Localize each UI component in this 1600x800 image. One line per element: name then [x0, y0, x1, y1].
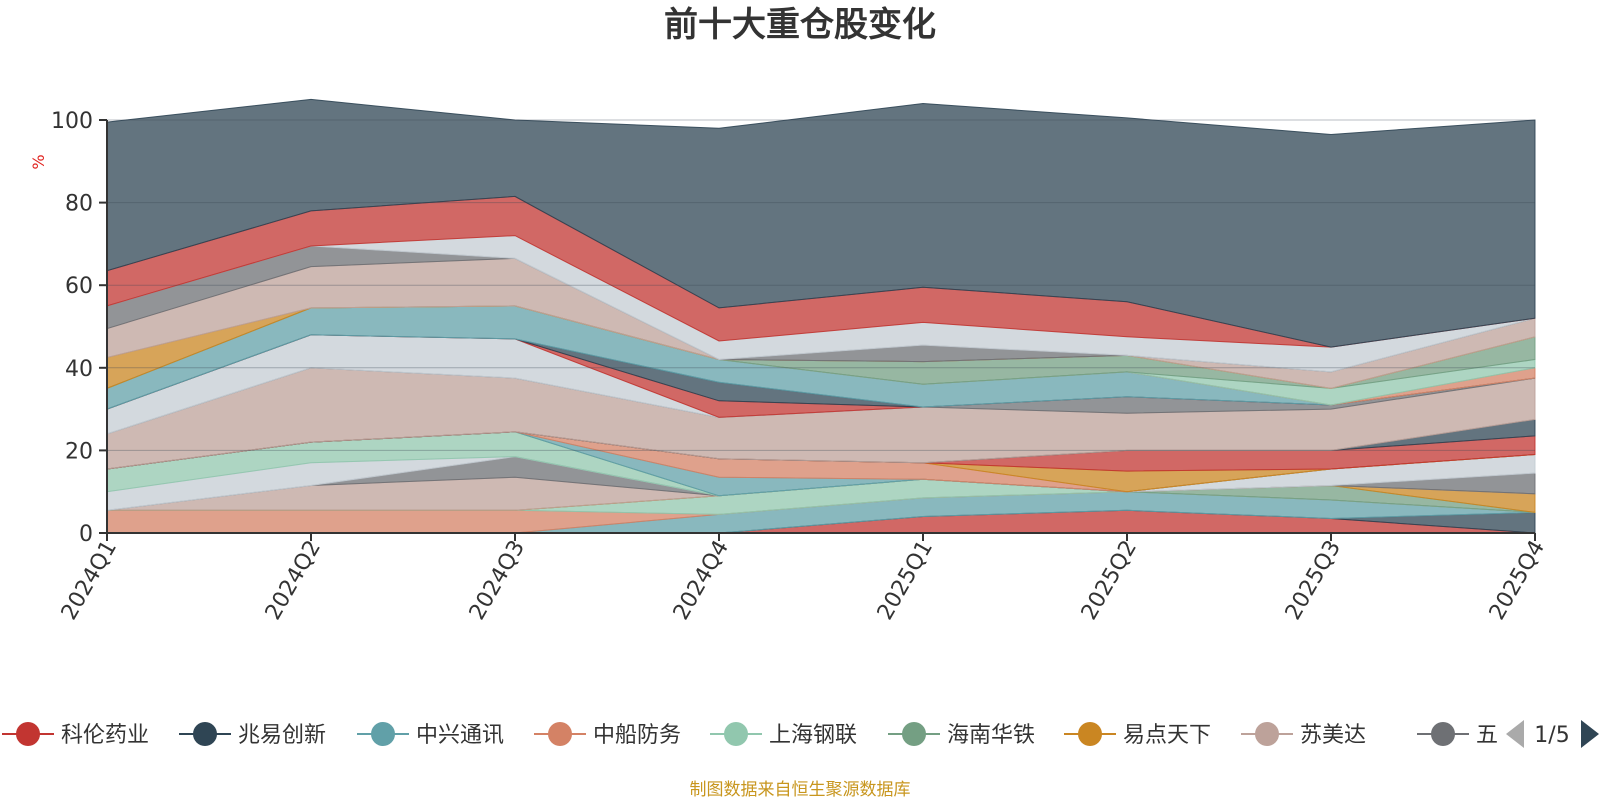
legend-marker	[16, 722, 40, 746]
x-tick-label: 2025Q2	[1077, 536, 1142, 624]
legend-item[interactable]: 中兴通讯	[357, 722, 504, 748]
legend-marker	[1431, 722, 1455, 746]
x-tick-label: 2024Q2	[261, 536, 326, 624]
x-tick-label: 2024Q4	[669, 536, 734, 624]
axes	[106, 120, 1535, 534]
y-tick-label: 0	[79, 522, 93, 547]
legend-item[interactable]: 五	[1417, 722, 1498, 748]
legend-label: 五	[1476, 723, 1498, 748]
y-tick-label: 20	[65, 439, 93, 464]
x-tick-label: 2025Q1	[873, 536, 938, 624]
x-tick-label: 2024Q1	[57, 536, 122, 624]
legend-pager: 1/5	[1506, 720, 1599, 748]
legend-marker	[548, 722, 572, 746]
x-tick-label: 2025Q3	[1281, 536, 1346, 624]
legend-label: 易点天下	[1123, 723, 1211, 748]
legend: 科伦药业 兆易创新 中兴通讯 中船防务 上海钢联 海南华铁 易点天下 苏美达 五	[2, 722, 1498, 748]
area-series-32	[106, 98, 1536, 348]
gridlines	[107, 119, 1535, 451]
legend-marker	[193, 722, 217, 746]
legend-item[interactable]: 兆易创新	[179, 722, 326, 748]
y-tick-label: 60	[65, 274, 93, 299]
x-tick-label: 2024Q3	[465, 536, 530, 624]
legend-label: 苏美达	[1300, 723, 1366, 748]
legend-marker	[371, 722, 395, 746]
legend-label: 海南华铁	[947, 723, 1035, 748]
legend-item[interactable]: 科伦药业	[2, 722, 149, 748]
legend-marker	[1078, 722, 1102, 746]
area-series-group	[106, 98, 1536, 534]
legend-label: 兆易创新	[238, 723, 326, 748]
y-axis-unit-label: %	[29, 154, 48, 169]
y-tick-label: 100	[51, 109, 93, 134]
y-tick-label: 80	[65, 192, 93, 217]
x-tick-label: 2025Q4	[1485, 536, 1550, 624]
legend-label: 上海钢联	[769, 723, 857, 748]
y-tick-label: 40	[65, 357, 93, 382]
legend-next-page-icon[interactable]	[1581, 720, 1599, 748]
legend-label: 科伦药业	[61, 723, 149, 748]
y-axis-ticks: 0 20 40 60 80 100	[51, 109, 107, 547]
x-axis-ticks: 2024Q1 2024Q2 2024Q3 2024Q4 2025Q1 2025Q2 2025…	[57, 533, 1550, 624]
legend-item[interactable]: 上海钢联	[710, 722, 857, 748]
data-source-note: 制图数据来自恒生聚源数据库	[690, 780, 911, 800]
legend-item[interactable]: 易点天下	[1064, 722, 1211, 748]
chart-title: 前十大重仓股变化	[664, 5, 936, 45]
legend-label: 中兴通讯	[416, 723, 504, 748]
legend-page-indicator: 1/5	[1534, 723, 1569, 748]
legend-item[interactable]: 苏美达	[1241, 722, 1366, 748]
legend-item[interactable]: 海南华铁	[888, 722, 1035, 748]
legend-item[interactable]: 中船防务	[534, 722, 681, 748]
legend-marker	[1255, 722, 1279, 746]
legend-label: 中船防务	[593, 723, 681, 748]
legend-marker	[724, 722, 748, 746]
legend-marker	[902, 722, 926, 746]
legend-prev-page-icon[interactable]	[1506, 720, 1524, 748]
